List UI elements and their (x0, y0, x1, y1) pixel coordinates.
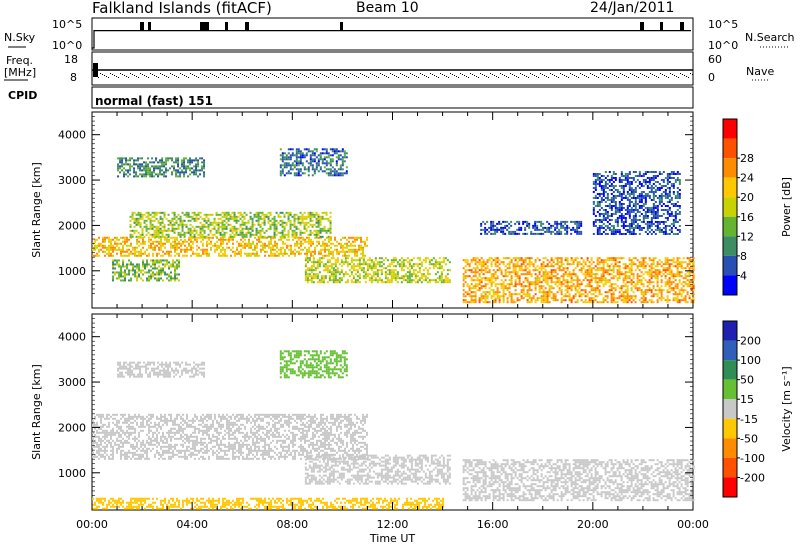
power-colorbar-tick-2: 12 (740, 230, 754, 243)
cpid-label: CPID (8, 89, 38, 102)
xtick-3: 12:00 (377, 518, 409, 531)
power-colorbar-swatch-0 (723, 119, 737, 139)
velocity-colorbar-swatch-2 (723, 360, 737, 380)
velocity-colorbar-swatch-0 (723, 321, 737, 341)
nsky-label: N.Sky (4, 31, 36, 44)
velocity-colorbar-tick-7: -200 (740, 471, 765, 484)
power-colorbar-swatch-3 (723, 177, 737, 198)
velocity-panel-ylabel: Slant Range [km] (30, 364, 43, 460)
power-colorbar-swatch-6 (723, 236, 737, 256)
nsky-series (92, 30, 691, 49)
xtick-0: 00:00 (76, 518, 108, 531)
velocity-panel-data (92, 350, 695, 510)
xtick-6: 00:00 (677, 518, 709, 531)
power-panel-ytick-2: 3000 (58, 174, 86, 187)
velocity-colorbar-tick-1: 100 (740, 354, 761, 367)
x-axis-label: Time UT (369, 532, 415, 545)
beam-title: Beam 10 (356, 0, 419, 16)
velocity-colorbar-tick-5: -50 (740, 432, 758, 445)
power-colorbar-tick-3: 16 (740, 211, 754, 224)
velocity-colorbar-swatch-4 (723, 399, 737, 419)
xtick-1: 04:00 (176, 518, 208, 531)
nsky-panel-frame (91, 17, 694, 51)
power-colorbar-swatch-1 (723, 138, 737, 159)
nsearch-tick-top: 10^5 (708, 18, 739, 31)
nave-label: Nave (746, 65, 775, 78)
power-colorbar-tick-6: 28 (740, 152, 754, 165)
velocity-colorbar-swatch-1 (723, 340, 737, 361)
power-panel-ytick-3: 4000 (58, 129, 86, 142)
power-panel-ytick-1: 2000 (58, 219, 86, 232)
power-panel-data (92, 148, 695, 304)
nsearch-tick-bottom: 10^0 (708, 39, 739, 52)
velocity-colorbar-swatch-7 (723, 457, 737, 478)
nave-tick-bottom: 0 (708, 71, 715, 84)
power-colorbar-swatch-8 (723, 275, 737, 295)
power-colorbar-tick-1: 8 (740, 250, 747, 263)
power-colorbar-tick-5: 24 (740, 172, 754, 185)
velocity-colorbar-swatch-3 (723, 379, 737, 400)
power-panel-ylabel: Slant Range [km] (30, 162, 43, 258)
freq-tick-top: 18 (64, 53, 78, 66)
power-colorbar-swatch-4 (723, 197, 737, 217)
velocity-panel-ytick-2: 3000 (58, 376, 86, 389)
power-colorbar-swatch-7 (723, 255, 737, 276)
freq-tick-bottom: 8 (70, 71, 77, 84)
velocity-colorbar-swatch-8 (723, 477, 737, 497)
cpid-panel-frame (91, 86, 694, 109)
freq-panel-frame (91, 51, 694, 86)
power-colorbar-tick-4: 20 (740, 191, 754, 204)
velocity-colorbar-tick-3: 15 (740, 393, 754, 406)
velocity-panel-ytick-0: 1000 (58, 467, 86, 480)
power-colorbar-label: Power [dB] (780, 177, 793, 237)
velocity-colorbar-swatch-6 (723, 438, 737, 458)
velocity-colorbar-label: Velocity [m s⁻¹] (780, 366, 793, 451)
nsky-tick-top: 10^5 (52, 18, 83, 31)
xtick-2: 08:00 (276, 518, 308, 531)
velocity-panel-ytick-3: 4000 (58, 331, 86, 344)
velocity-colorbar-tick-2: 50 (740, 374, 754, 387)
velocity-colorbar-tick-4: -15 (740, 413, 758, 426)
velocity-colorbar-tick-6: -100 (740, 452, 765, 465)
power-colorbar-swatch-5 (723, 216, 737, 237)
xtick-5: 20:00 (577, 518, 609, 531)
freq-unit-label: [MHz] (4, 66, 37, 79)
velocity-colorbar-tick-0: 200 (740, 335, 761, 348)
velocity-colorbar-swatch-5 (723, 418, 737, 439)
station-title: Falkland Islands (fitACF) (92, 0, 272, 17)
nave-tick-top: 60 (708, 53, 722, 66)
power-colorbar-swatch-2 (723, 158, 737, 178)
power-colorbar-tick-0: 4 (740, 269, 747, 282)
freq-label: Freq. (6, 54, 34, 67)
cpid-value: normal (fast) 151 (95, 94, 213, 108)
power-panel-ytick-0: 1000 (58, 265, 86, 278)
velocity-panel-ytick-1: 2000 (58, 421, 86, 434)
xtick-4: 16:00 (477, 518, 509, 531)
date-title: 24/Jan/2011 (590, 0, 675, 16)
nsearch-label: N.Search (745, 31, 795, 44)
nsky-tick-bottom: 10^0 (52, 39, 83, 52)
